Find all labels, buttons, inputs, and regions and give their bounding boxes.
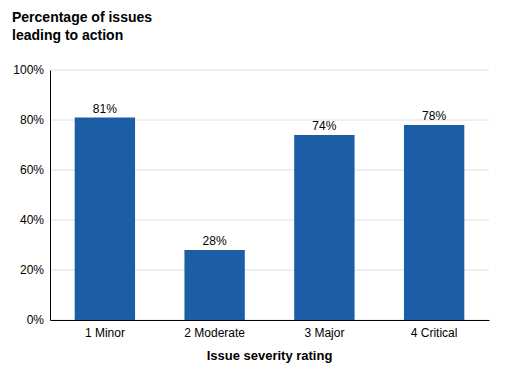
y-tick: 20% [20,263,50,277]
bar [75,118,135,321]
chart-title-line: leading to action [12,27,123,43]
x-axis: 1 Minor 2 Moderate 3 Major 4 Critical [51,320,490,340]
grid-line [50,70,489,71]
y-tick: 40% [20,213,50,227]
y-tick: 100% [13,63,50,77]
plot-area: 81% 28% 74% 78% 1 Minor 2 Moderate 3 Major 4 Cr… [13,63,489,339]
x-tick-label: 4 Critical [411,326,458,340]
data-label: 78% [422,109,446,123]
x-tick-label: 2 Moderate [184,326,245,340]
y-tick: 0% [27,313,50,327]
data-label: 81% [93,102,117,116]
y-tick-label: 80% [20,113,44,127]
x-axis-line [51,320,490,321]
x-tick: 1 Minor [85,320,125,340]
chart-title: Percentage of issues leading to action [12,9,152,43]
x-tick-label: 3 Major [304,326,344,340]
y-axis: 0% 20% 40% 60% 80% 100% [13,63,50,327]
chart-title-line: Percentage of issues [12,9,152,25]
chart-svg: Percentage of issues leading to action 81%… [0,0,509,372]
y-tick-label: 60% [20,163,44,177]
x-tick: 3 Major [304,320,344,340]
x-axis-label: Issue severity rating [207,348,333,363]
x-tick: 2 Moderate [184,320,245,340]
bar [184,250,244,320]
y-tick-label: 40% [20,213,44,227]
data-labels: 81% 28% 74% 78% [93,102,447,249]
y-axis-line [50,71,51,321]
bar [294,135,354,320]
y-tick-label: 0% [27,313,45,327]
bar [404,125,464,320]
y-tick-label: 20% [20,263,44,277]
data-label: 28% [203,234,227,248]
x-tick: 4 Critical [411,320,458,340]
y-tick: 60% [20,163,50,177]
x-tick-label: 1 Minor [85,326,125,340]
data-label: 74% [312,119,336,133]
grid [50,70,489,320]
y-tick: 80% [20,113,50,127]
chart-container: Percentage of issues leading to action 81%… [0,0,509,372]
y-tick-label: 100% [13,63,44,77]
bars [75,118,465,321]
